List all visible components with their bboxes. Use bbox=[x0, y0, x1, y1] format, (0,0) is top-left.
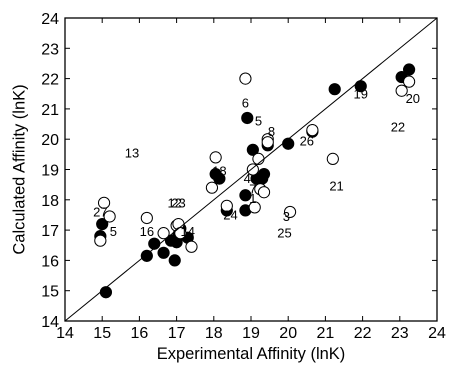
data-point-filled bbox=[169, 255, 180, 266]
y-tick-label: 22 bbox=[41, 72, 59, 89]
point-number-label: 22 bbox=[391, 120, 405, 135]
point-number-label: 8 bbox=[268, 124, 275, 139]
point-number-label: 19 bbox=[354, 86, 368, 101]
point-number-label: 5 bbox=[255, 114, 262, 129]
x-tick-label: 19 bbox=[242, 325, 260, 342]
data-point-filled bbox=[404, 64, 415, 75]
x-tick-label: 16 bbox=[131, 325, 149, 342]
point-number-label: 25 bbox=[277, 226, 291, 241]
y-tick-label: 24 bbox=[41, 11, 59, 28]
data-point-open bbox=[206, 182, 217, 193]
data-point-open bbox=[141, 212, 152, 223]
x-tick-label: 21 bbox=[317, 325, 335, 342]
y-tick-label: 17 bbox=[41, 223, 59, 240]
y-tick-label: 15 bbox=[41, 284, 59, 301]
data-point-open bbox=[186, 241, 197, 252]
x-tick-label: 24 bbox=[428, 325, 446, 342]
data-point-open bbox=[404, 76, 415, 87]
data-point-open bbox=[95, 235, 106, 246]
x-tick-label: 22 bbox=[354, 325, 372, 342]
point-number-label: 26 bbox=[300, 133, 314, 148]
data-point-filled bbox=[242, 112, 253, 123]
point-number-label: 5 bbox=[110, 224, 117, 239]
data-point-filled bbox=[158, 247, 169, 258]
data-point-open bbox=[210, 152, 221, 163]
x-axis-title: Experimental Affinity (lnK) bbox=[157, 345, 346, 363]
point-number-label: 20 bbox=[406, 91, 420, 106]
point-number-label: 13 bbox=[125, 145, 139, 160]
identity-line bbox=[65, 18, 437, 321]
y-tick-label: 21 bbox=[41, 102, 59, 119]
point-number-label: 7 bbox=[249, 182, 256, 197]
y-tick-label: 20 bbox=[41, 132, 59, 149]
data-point-open bbox=[240, 73, 251, 84]
point-number-label: 27 bbox=[93, 204, 107, 219]
point-number-label: 6 bbox=[242, 95, 249, 110]
x-tick-label: 17 bbox=[168, 325, 186, 342]
data-point-open bbox=[327, 153, 338, 164]
x-tick-label: 15 bbox=[93, 325, 111, 342]
point-number-label: 16 bbox=[140, 224, 154, 239]
point-number-label: 24 bbox=[223, 207, 237, 222]
x-tick-label: 18 bbox=[205, 325, 223, 342]
x-tick-label: 20 bbox=[279, 325, 297, 342]
data-point-open bbox=[258, 187, 269, 198]
y-tick-label: 16 bbox=[41, 253, 59, 270]
y-axis-title: Calculated Affinity (lnK) bbox=[10, 84, 28, 254]
x-tick-label: 23 bbox=[391, 325, 409, 342]
point-number-label: 21 bbox=[329, 179, 343, 194]
point-number-label: 23 bbox=[171, 195, 185, 210]
data-point-filled bbox=[141, 250, 152, 261]
point-number-label: 3 bbox=[283, 209, 290, 224]
y-tick-label: 19 bbox=[41, 163, 59, 180]
y-tick-label: 14 bbox=[41, 314, 59, 331]
data-point-filled bbox=[258, 168, 269, 179]
point-number-label: 14 bbox=[181, 224, 195, 239]
y-tick-label: 23 bbox=[41, 41, 59, 58]
data-point-filled bbox=[329, 84, 340, 95]
y-tick-label: 18 bbox=[41, 193, 59, 210]
point-number-label: 18 bbox=[212, 164, 226, 179]
